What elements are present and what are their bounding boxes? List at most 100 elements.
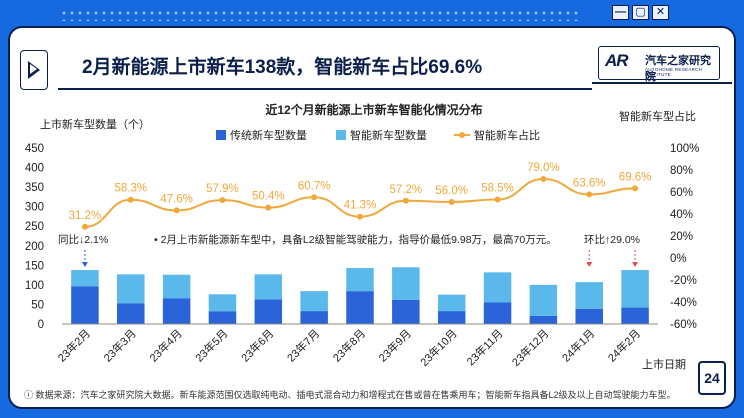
dot-pattern	[60, 9, 580, 21]
bar-smart	[346, 268, 374, 292]
bar-smart	[392, 267, 420, 300]
annotations: 同比↓2.1% • 2月上市新能源新车型中，具备L2级智能驾驶能力，指导价最低9…	[58, 233, 640, 267]
chart-title: 近12个月新能源上市新车智能化情况分布	[265, 102, 482, 117]
page-number: 24	[698, 361, 726, 395]
ratio-point	[448, 199, 455, 205]
annotation-arrowhead	[81, 262, 88, 267]
annotation-note: • 2月上市新能源新车型中，具备L2级智能驾驶能力，指导价最低9.98万，最高7…	[154, 233, 557, 246]
annotation-mom: 环比↑29.0%	[584, 233, 640, 246]
bar-traditional	[117, 303, 145, 324]
brand-logo: AR 汽车之家研究院 AUTOHOME RESEARCH INSTITUTE	[598, 46, 720, 83]
y2-tick-label: 60%	[670, 187, 693, 199]
maximize-icon[interactable]: ▢	[632, 5, 649, 20]
footnote-text: 数据来源：汽车之家研究院大数据。新车能源范围仅选取纯电动、插电式混合动力和增程式…	[35, 390, 676, 400]
ratio-point	[494, 196, 501, 203]
ratio-label: 56.0%	[435, 185, 468, 197]
bar-smart	[71, 270, 99, 287]
y2-tick-label: 0%	[670, 253, 687, 265]
ratio-point	[219, 197, 226, 204]
bar-smart	[529, 284, 558, 316]
y2-tick-label: 80%	[670, 165, 693, 177]
x-tick-label: 23年5月	[192, 326, 230, 364]
ratio-point	[173, 207, 180, 214]
y-tick-label: 0	[38, 319, 44, 331]
ratio-label: 31.2%	[69, 210, 102, 222]
y-tick-label: 200	[25, 241, 44, 253]
ratio-point	[311, 194, 318, 201]
x-axis: 23年2月 23年3月 23年4月 23年5月 23年6月 23年7月 23年8月 23年9月…	[55, 326, 644, 369]
ratio-label: 50.4%	[252, 191, 285, 203]
minimize-icon[interactable]: —	[612, 5, 629, 20]
bar-smart	[575, 282, 603, 309]
ratio-point	[357, 213, 363, 220]
x-tick-label: 24年1月	[559, 326, 597, 364]
bars	[62, 267, 658, 325]
y-tick-label: 100	[25, 280, 44, 292]
annotation-arrowhead	[586, 262, 593, 267]
page-headline: 2月新能源上市新车138款，智能新车占比69.6%	[82, 57, 483, 78]
y-tick-label: 50	[31, 299, 44, 311]
x-tick-label: 23年3月	[100, 326, 138, 364]
annotation-arrowhead	[632, 262, 639, 267]
ratio-label: 41.3%	[344, 200, 377, 212]
bar-smart	[254, 274, 283, 300]
y-tick-label: 400	[25, 163, 44, 175]
ratio-label: 60.7%	[298, 180, 331, 192]
close-icon[interactable]: ✕	[652, 5, 669, 20]
y-axis: 0 50 100 150 200 250 300 350 400 450	[25, 143, 44, 331]
y-tick-label: 350	[25, 182, 44, 194]
ratio-point	[540, 176, 547, 182]
window-controls: — ▢ ✕	[612, 5, 669, 20]
ratio-point	[81, 223, 88, 230]
ratio-point	[402, 197, 409, 204]
logo-subtext: AUTOHOME RESEARCH INSTITUTE	[645, 67, 703, 77]
header-divider-right	[592, 82, 732, 84]
ratio-line: 31.2% 58.3% 47.6% 57.9% 50.4% 60.7% 41.3% 57.2%…	[69, 162, 652, 230]
y2-tick-label: 40%	[670, 209, 693, 221]
ratio-label: 47.6%	[160, 193, 193, 205]
bar-traditional	[392, 299, 420, 324]
ratio-label: 58.3%	[114, 183, 147, 195]
x-tick-label: 23年8月	[330, 326, 368, 364]
legend-line-marker	[459, 132, 465, 138]
x-tick-label: 23年4月	[146, 326, 184, 364]
ratio-label: 79.0%	[527, 162, 560, 174]
x-tick-label: 23年7月	[284, 326, 322, 364]
x-tick-label: 23年9月	[376, 326, 414, 364]
ratio-label: 63.6%	[573, 177, 606, 189]
bar-smart	[300, 291, 328, 312]
footnote: ⓘ 数据来源：汽车之家研究院大数据。新车能源范围仅选取纯电动、插电式混合动力和增…	[24, 388, 676, 401]
chart: 近12个月新能源上市新车智能化情况分布 上市新车型数量（个） 智能新车型占比 上…	[25, 102, 700, 371]
x-tick-label: 23年11月	[463, 326, 505, 368]
bar-traditional	[346, 291, 374, 324]
bar-traditional	[529, 315, 558, 324]
y-tick-label: 450	[25, 143, 44, 155]
legend-label-line: 智能新车占比	[474, 128, 540, 142]
ratio-label: 69.6%	[619, 171, 652, 183]
bar-traditional	[71, 286, 99, 324]
ratio-label: 57.9%	[206, 183, 239, 195]
annotation-yoy: 同比↓2.1%	[58, 233, 108, 246]
y2-tick-label: 20%	[670, 231, 693, 243]
legend-swatch-1	[336, 130, 346, 140]
x-axis-label: 上市日期	[642, 357, 686, 371]
legend-swatch-0	[216, 130, 226, 140]
y-axis-label: 上市新车型数量（个）	[40, 117, 150, 131]
bar-traditional	[575, 308, 603, 324]
ratio-point	[632, 185, 639, 192]
bar-smart	[208, 294, 237, 312]
x-tick-label: 23年2月	[55, 326, 93, 364]
bar-traditional	[300, 311, 328, 324]
ratio-label: 58.5%	[481, 183, 514, 195]
bar-smart	[483, 272, 512, 303]
bar-traditional	[621, 307, 649, 324]
bar-smart	[162, 274, 191, 299]
legend-label-1: 智能新车型数量	[350, 128, 427, 142]
bar-traditional	[254, 299, 283, 324]
ratio-point	[586, 191, 593, 198]
play-icon[interactable]	[20, 50, 48, 90]
ratio-point	[127, 196, 134, 203]
bar-traditional	[208, 311, 237, 324]
ratio-label: 57.2%	[390, 184, 423, 196]
